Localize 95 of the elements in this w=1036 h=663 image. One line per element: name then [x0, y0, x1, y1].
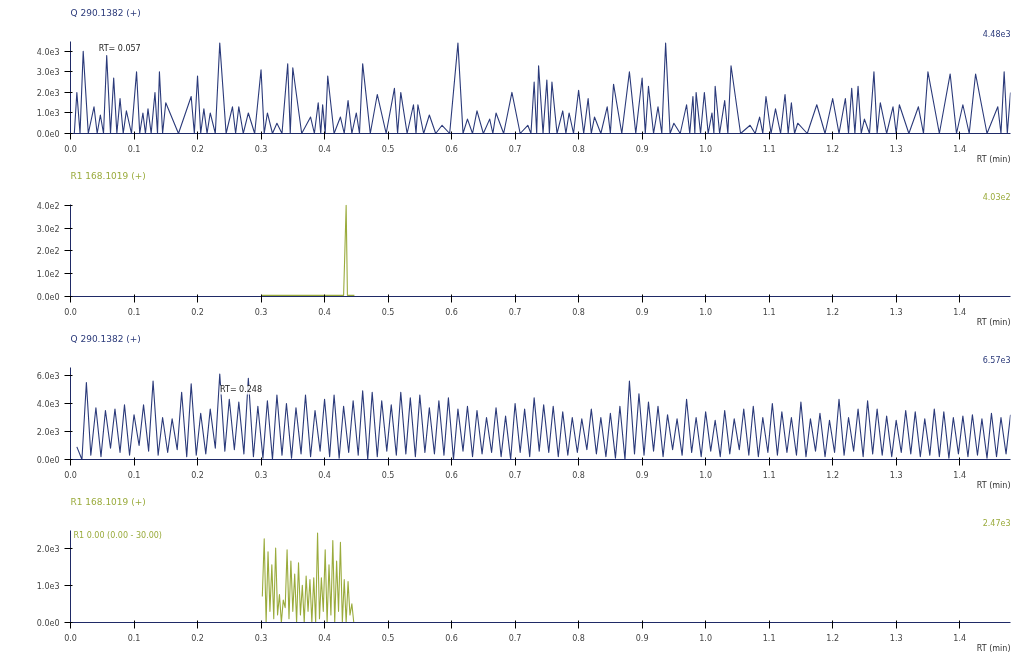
x-tick-label: 0.1	[127, 470, 141, 480]
chart-title: R1 168.1019 (+)	[70, 496, 146, 507]
x-tick-label: 1.2	[826, 470, 840, 480]
x-tick-label: 0.7	[508, 470, 522, 480]
x-tick-label: 0.3	[254, 307, 268, 317]
x-tick-label: 0.5	[381, 633, 395, 643]
x-tick-label: 0.8	[572, 307, 585, 317]
chart-title: Q 290.1382 (+)	[70, 7, 141, 18]
y-tick-label: 2.0e3	[36, 427, 60, 437]
x-tick-label: 0.3	[254, 470, 268, 480]
x-tick-label: 0.4	[318, 144, 331, 154]
line-series	[261, 532, 355, 623]
y-tick-label: 1.0e3	[36, 109, 60, 119]
x-tick-label: 0.6	[445, 470, 458, 480]
x-axis-title: RT (min)	[976, 643, 1011, 653]
chart-title: R1 168.1019 (+)	[70, 170, 146, 181]
y-tick-label: 0.0e0	[36, 619, 60, 628]
x-axis-title: RT (min)	[976, 154, 1011, 164]
x-tick-label: 0.6	[445, 307, 458, 317]
x-tick-label: 1.4	[953, 470, 967, 480]
x-tick-label: 1.2	[826, 633, 840, 643]
x-tick-label: 0.7	[508, 633, 522, 643]
text: 4.03e2	[982, 192, 1011, 202]
x-tick-label: 1.4	[953, 307, 967, 317]
x-tick-label: 0.5	[381, 144, 395, 154]
x-tick-label: 1.3	[889, 470, 903, 480]
y-tick-label: 3.0e2	[36, 224, 60, 234]
x-tick-label: 0.1	[127, 144, 141, 154]
x-tick-label: 1.2	[826, 307, 840, 317]
x-tick-label: 0.0	[64, 633, 77, 643]
x-tick-label: 1.1	[762, 307, 776, 317]
annotation: R1 0.00 (0.00 - 30.00)	[73, 530, 162, 540]
y-tick-label: 4.0e3	[36, 399, 60, 409]
x-tick-label: 1.3	[889, 144, 903, 154]
x-tick-label: 0.0	[64, 307, 77, 317]
y-tick-label: 3.0e3	[36, 68, 60, 78]
y-tick-label: 2.0e3	[36, 88, 60, 98]
x-tick-label: 0.1	[127, 307, 141, 317]
x-tick-label: 0.8	[572, 470, 585, 480]
annotation: RT= 0.057	[98, 44, 141, 54]
x-tick-label: 1.3	[889, 633, 903, 643]
y-tick-label: 6.0e3	[36, 371, 60, 381]
x-tick-label: 0.8	[572, 144, 585, 154]
x-tick-label: 0.5	[381, 307, 395, 317]
x-tick-label: 0.8	[572, 633, 585, 643]
x-tick-label: 0.7	[508, 307, 522, 317]
annotation: RT= 0.248	[220, 385, 263, 395]
x-tick-label: 0.9	[635, 633, 649, 643]
x-tick-label: 1.0	[699, 470, 713, 480]
x-tick-label: 0.4	[318, 470, 331, 480]
x-tick-label: 1.1	[762, 633, 776, 643]
y-tick-label: 4.0e2	[36, 201, 60, 211]
y-tick-label: 0.0e0	[36, 293, 60, 302]
chart-title: Q 290.1382 (+)	[70, 333, 141, 344]
x-tick-label: 0.9	[635, 470, 649, 480]
x-tick-label: 0.2	[191, 470, 204, 480]
y-tick-label: 2.0e3	[36, 544, 60, 554]
y-tick-label: 0.0e0	[36, 130, 60, 139]
x-tick-label: 0.2	[191, 633, 204, 643]
x-tick-label: 1.4	[953, 144, 967, 154]
y-tick-label: 2.0e2	[36, 247, 60, 257]
x-tick-label: 1.0	[699, 307, 713, 317]
x-tick-label: 1.2	[826, 144, 840, 154]
x-tick-label: 0.2	[191, 307, 204, 317]
x-tick-label: 0.6	[445, 633, 458, 643]
x-axis-title: RT (min)	[976, 317, 1011, 327]
x-tick-label: 0.0	[64, 470, 77, 480]
x-tick-label: 1.0	[699, 144, 713, 154]
x-tick-label: 0.0	[64, 144, 77, 154]
text: 2.47e3	[982, 518, 1011, 528]
x-tick-label: 0.9	[635, 307, 649, 317]
x-tick-label: 1.1	[762, 470, 776, 480]
x-tick-label: 0.3	[254, 144, 268, 154]
x-tick-label: 0.4	[318, 633, 331, 643]
text: 6.57e3	[982, 355, 1011, 365]
x-tick-label: 0.3	[254, 633, 268, 643]
line-series	[76, 373, 1011, 460]
text: 4.48e3	[982, 29, 1011, 39]
x-tick-label: 1.1	[762, 144, 776, 154]
y-tick-label: 0.0e0	[36, 456, 60, 465]
x-tick-label: 0.1	[127, 633, 141, 643]
x-tick-label: 0.6	[445, 144, 458, 154]
x-tick-label: 1.4	[953, 633, 967, 643]
y-tick-label: 4.0e3	[36, 47, 60, 57]
x-tick-label: 0.4	[318, 307, 331, 317]
x-tick-label: 1.3	[889, 307, 903, 317]
y-tick-label: 1.0e3	[36, 581, 60, 591]
x-tick-label: 0.7	[508, 144, 522, 154]
x-tick-label: 0.2	[191, 144, 204, 154]
line-series	[73, 42, 1011, 134]
x-tick-label: 1.0	[699, 633, 713, 643]
x-tick-label: 0.5	[381, 470, 395, 480]
x-tick-label: 0.9	[635, 144, 649, 154]
x-axis-title: RT (min)	[976, 480, 1011, 490]
y-tick-label: 1.0e2	[36, 270, 60, 280]
